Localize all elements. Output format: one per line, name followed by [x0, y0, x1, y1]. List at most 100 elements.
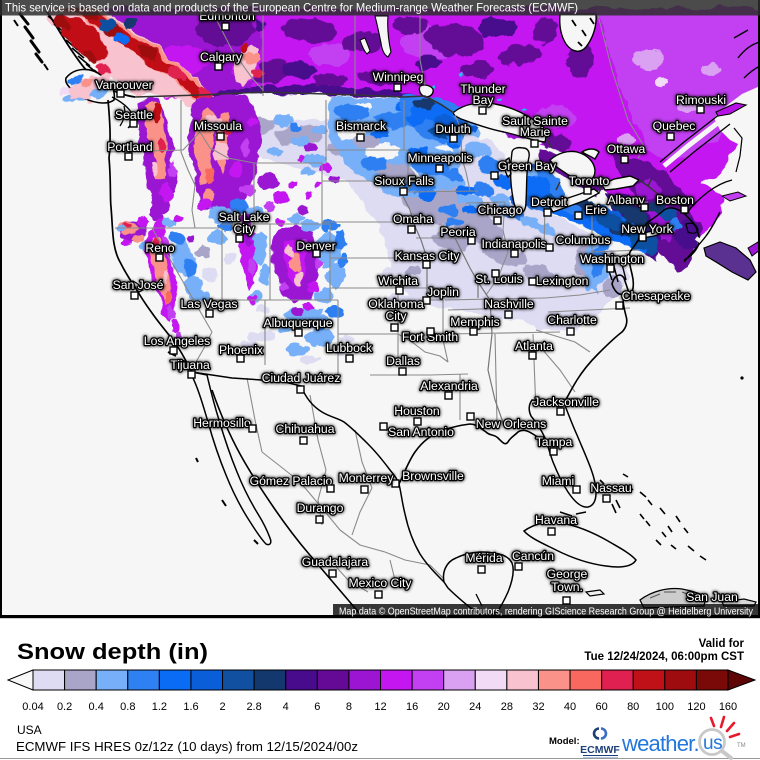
svg-text:Town.: Town.: [551, 580, 583, 594]
svg-text:Reno: Reno: [145, 241, 174, 255]
svg-text:40: 40: [564, 701, 576, 713]
svg-text:Salt Lake: Salt Lake: [219, 210, 270, 224]
svg-text:Charlotte: Charlotte: [547, 313, 597, 327]
svg-text:2: 2: [219, 701, 225, 713]
svg-text:Missoula: Missoula: [194, 119, 242, 133]
svg-text:0.2: 0.2: [57, 701, 72, 713]
svg-text:0.8: 0.8: [120, 701, 135, 713]
svg-text:Sault Sainte: Sault Sainte: [502, 114, 568, 128]
svg-text:weather.: weather.: [621, 731, 699, 756]
svg-text:8: 8: [346, 701, 352, 713]
svg-text:ECMWF IFS HRES 0z/12z (10 days: ECMWF IFS HRES 0z/12z (10 days) from 12/…: [16, 740, 358, 754]
svg-text:Sioux Falls: Sioux Falls: [374, 174, 434, 188]
svg-text:1.6: 1.6: [183, 701, 198, 713]
svg-text:This service is based on data: This service is based on data and produc…: [5, 1, 578, 15]
svg-text:Miami: Miami: [542, 474, 575, 488]
svg-text:Indianapolis: Indianapolis: [481, 237, 546, 251]
svg-text:Memphis: Memphis: [450, 315, 499, 329]
svg-text:Green Bay: Green Bay: [498, 159, 557, 173]
svg-text:Monterrey: Monterrey: [339, 471, 395, 485]
svg-text:George: George: [547, 567, 588, 581]
svg-text:Oklahoma: Oklahoma: [368, 297, 424, 311]
svg-text:Quebec: Quebec: [653, 119, 696, 133]
svg-text:Hermosillo: Hermosillo: [193, 416, 251, 430]
svg-text:Ciudad Juárez: Ciudad Juárez: [262, 371, 341, 385]
svg-text:Alexandria: Alexandria: [420, 379, 478, 393]
svg-text:Albany: Albany: [607, 193, 645, 207]
svg-text:City: City: [234, 222, 256, 236]
svg-text:Map data © OpenStreetMap contr: Map data © OpenStreetMap contributors, r…: [339, 606, 754, 618]
svg-text:Los Angeles: Los Angeles: [144, 334, 210, 348]
svg-text:80: 80: [627, 701, 639, 713]
svg-text:Havana: Havana: [535, 513, 577, 527]
svg-text:Boston: Boston: [656, 193, 694, 207]
svg-text:Guadalajara: Guadalajara: [302, 555, 369, 569]
svg-text:0.04: 0.04: [22, 701, 43, 713]
svg-text:San Antonio: San Antonio: [388, 425, 454, 439]
svg-text:100: 100: [656, 701, 674, 713]
svg-text:Mexico City: Mexico City: [349, 576, 413, 590]
svg-text:Brownsville: Brownsville: [402, 469, 464, 483]
svg-text:Vancouver: Vancouver: [95, 78, 152, 92]
svg-text:Washington: Washington: [580, 252, 644, 266]
svg-text:Snow depth (in): Snow depth (in): [17, 639, 208, 664]
svg-text:Omaha: Omaha: [393, 212, 433, 226]
svg-text:Thunder: Thunder: [460, 82, 505, 96]
svg-text:Cancún: Cancún: [512, 549, 554, 563]
svg-text:6: 6: [314, 701, 320, 713]
svg-text:12: 12: [374, 701, 386, 713]
svg-text:16: 16: [406, 701, 418, 713]
svg-text:Fort Smith: Fort Smith: [402, 330, 458, 344]
svg-text:Joplin: Joplin: [427, 285, 459, 299]
svg-text:60: 60: [595, 701, 607, 713]
svg-text:Detroit: Detroit: [531, 195, 568, 209]
svg-text:Bay: Bay: [472, 93, 494, 107]
svg-text:Calgary: Calgary: [200, 50, 243, 64]
svg-text:Houston: Houston: [394, 404, 439, 418]
svg-text:Model:: Model:: [549, 736, 580, 747]
svg-text:0.4: 0.4: [89, 701, 104, 713]
svg-text:Minneapolis: Minneapolis: [407, 151, 472, 165]
svg-text:Dallas: Dallas: [386, 354, 420, 368]
svg-text:Tue 12/24/2024, 06:00pm CST: Tue 12/24/2024, 06:00pm CST: [584, 651, 744, 663]
svg-text:Seattle: Seattle: [115, 108, 153, 122]
svg-text:Albuquerque: Albuquerque: [263, 316, 332, 330]
svg-text:Bismarck: Bismarck: [336, 119, 387, 133]
svg-text:Mérida: Mérida: [465, 551, 502, 565]
svg-text:USA: USA: [17, 723, 42, 737]
svg-text:Durango: Durango: [297, 501, 344, 515]
svg-text:4: 4: [283, 701, 289, 713]
svg-text:City: City: [386, 309, 408, 323]
svg-text:32: 32: [532, 701, 544, 713]
svg-text:Denver: Denver: [296, 239, 335, 253]
svg-text:Columbus: Columbus: [556, 233, 611, 247]
svg-text:Atlanta: Atlanta: [515, 339, 553, 353]
svg-text:Lexington: Lexington: [536, 274, 589, 288]
svg-text:Wichita: Wichita: [378, 274, 418, 288]
svg-text:Chesapeake: Chesapeake: [622, 289, 691, 303]
svg-text:Ottawa: Ottawa: [607, 142, 646, 156]
svg-text:Valid for: Valid for: [699, 638, 745, 650]
svg-text:ECMWF: ECMWF: [580, 744, 620, 756]
svg-text:Las Vegas: Las Vegas: [181, 297, 238, 311]
svg-text:Tampa: Tampa: [536, 435, 573, 449]
svg-text:Rimouski: Rimouski: [676, 93, 726, 107]
svg-text:20: 20: [438, 701, 450, 713]
svg-text:Nassau: Nassau: [590, 481, 631, 495]
svg-text:28: 28: [501, 701, 513, 713]
svg-text:120: 120: [687, 701, 705, 713]
svg-text:Erie: Erie: [585, 203, 607, 217]
svg-text:Chihuahua: Chihuahua: [276, 422, 335, 436]
svg-text:160: 160: [719, 701, 737, 713]
svg-text:24: 24: [469, 701, 481, 713]
svg-text:New York: New York: [621, 222, 673, 236]
svg-text:Marie: Marie: [520, 125, 551, 139]
svg-text:1.2: 1.2: [152, 701, 167, 713]
svg-text:Lubbock: Lubbock: [326, 341, 373, 355]
svg-text:Kansas City: Kansas City: [394, 249, 460, 263]
svg-text:us: us: [703, 733, 722, 754]
svg-text:Jacksonville: Jacksonville: [533, 395, 599, 409]
svg-text:Toronto: Toronto: [569, 174, 610, 188]
svg-text:Tijuana: Tijuana: [170, 358, 210, 372]
svg-text:Duluth: Duluth: [435, 122, 470, 136]
